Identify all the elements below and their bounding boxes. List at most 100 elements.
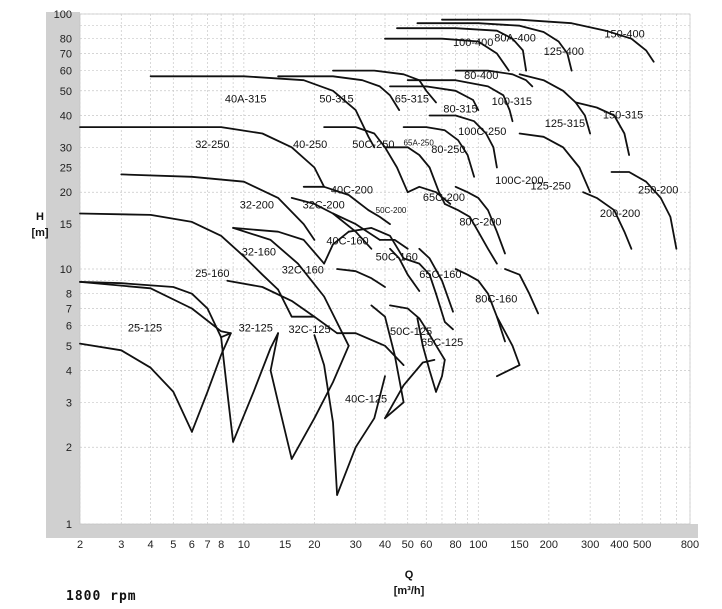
pump-curve-100-400 bbox=[384, 37, 510, 72]
pump-model-label: 65C-200 bbox=[423, 192, 465, 204]
pump-model-label: 125-400 bbox=[544, 46, 584, 58]
pump-curve-segment bbox=[384, 37, 510, 72]
pump-curve-segment bbox=[336, 375, 386, 496]
pump-curve-segment bbox=[454, 69, 534, 88]
pump-model-label: 40A-315 bbox=[225, 93, 267, 105]
pump-curve-65-315 bbox=[332, 69, 437, 104]
y-axis-title: H bbox=[36, 211, 44, 223]
pump-curve-65C-200 bbox=[406, 185, 480, 233]
y-tick-label: 4 bbox=[66, 365, 72, 377]
x-tick-label: 40 bbox=[379, 539, 391, 551]
x-tick-label: 30 bbox=[350, 539, 362, 551]
pump-curve-32-200 bbox=[120, 173, 316, 241]
pump-model-label: 200-200 bbox=[600, 208, 640, 220]
pump-model-label: 100-400 bbox=[453, 37, 493, 49]
pump-curve-40A-315 bbox=[149, 75, 376, 149]
pump-model-label: 80C-160 bbox=[475, 293, 517, 305]
pump-curve-150-400 bbox=[441, 18, 655, 63]
pump-curve-segment bbox=[336, 268, 386, 288]
pump-curve-segment bbox=[367, 209, 391, 225]
x-tick-label: 8 bbox=[218, 539, 224, 551]
pump-curve-40C-160 bbox=[323, 227, 405, 288]
pump-model-label: 65C-160 bbox=[419, 269, 461, 281]
pump-curve-segment bbox=[504, 268, 539, 315]
pump-model-label: 80-250 bbox=[431, 144, 465, 156]
pump-model-label: 40C-160 bbox=[326, 235, 368, 247]
pump-curve-50C-125 bbox=[370, 304, 436, 420]
pump-curve-segment bbox=[269, 332, 293, 460]
pump-curve-segment bbox=[79, 126, 325, 188]
pump-model-label: 50C-250 bbox=[352, 139, 394, 151]
pump-curve-segment bbox=[389, 304, 428, 331]
y-tick-label: 6 bbox=[66, 321, 72, 333]
pump-curve-segment bbox=[425, 328, 446, 361]
pump-curve-segment bbox=[191, 332, 232, 433]
pump-curve-125-315 bbox=[518, 73, 591, 135]
y-tick-label: 7 bbox=[66, 304, 72, 316]
pump-curve-150-315 bbox=[574, 101, 630, 156]
pump-curve-65C-160 bbox=[418, 247, 454, 331]
pump-curve-segment bbox=[418, 247, 454, 313]
pump-curve-segment bbox=[416, 22, 573, 72]
pump-model-label: 150-400 bbox=[604, 28, 644, 40]
y-tick-label: 15 bbox=[60, 219, 72, 231]
pump-model-label: 50C-200 bbox=[376, 206, 407, 215]
pump-curve-50C-160 bbox=[389, 247, 437, 295]
pump-curve-125-250 bbox=[518, 132, 591, 194]
pump-curve-segment bbox=[435, 292, 454, 331]
pump-model-label: 250-200 bbox=[638, 184, 678, 196]
pump-curve-segment bbox=[402, 257, 437, 295]
pump-curve-segment bbox=[79, 212, 279, 291]
pump-curve-200-200 bbox=[582, 191, 633, 250]
pump-curve-segment bbox=[610, 171, 678, 250]
pump-curve-80C-200 bbox=[454, 185, 506, 265]
x-tick-label: 80 bbox=[449, 539, 461, 551]
pump-curve-segment bbox=[290, 344, 350, 460]
pump-curve-80C-160 bbox=[454, 268, 539, 378]
x-tick-label: 20 bbox=[308, 539, 320, 551]
x-tick-label: 15 bbox=[279, 539, 291, 551]
pump-curve-100C-250 bbox=[428, 114, 498, 169]
pump-curve-segment bbox=[302, 185, 370, 212]
pump-model-label: 80-400 bbox=[464, 70, 498, 82]
pump-curve-segment bbox=[389, 247, 421, 292]
pump-model-label: 80A-400 bbox=[494, 33, 536, 45]
y-axis-unit: [m] bbox=[31, 227, 48, 239]
pump-curve-segment bbox=[332, 212, 381, 241]
pump-model-label: 50C-160 bbox=[376, 251, 418, 263]
y-tick-label: 25 bbox=[60, 163, 72, 175]
x-tick-label: 10 bbox=[238, 539, 250, 551]
pump-curve-segment bbox=[582, 191, 633, 250]
pump-curve-segment bbox=[574, 101, 630, 156]
x-axis-title: Q bbox=[405, 569, 414, 581]
x-tick-label: 500 bbox=[633, 539, 651, 551]
x-tick-label: 2 bbox=[77, 539, 83, 551]
pump-curve-250-200 bbox=[610, 171, 678, 250]
pump-curve-segment bbox=[79, 281, 222, 339]
pump-curve-50C-250 bbox=[323, 126, 409, 194]
pump-model-label: 25-125 bbox=[128, 322, 162, 334]
pump-curve-65A-250 bbox=[384, 146, 446, 205]
pump-model-label: 32-160 bbox=[242, 246, 276, 258]
pump-curve-50C-200 bbox=[367, 209, 409, 250]
pump-model-label: 125-315 bbox=[545, 118, 585, 130]
pump-model-label: 40C-200 bbox=[331, 184, 373, 196]
pump-curve-100-315 bbox=[406, 79, 514, 123]
x-tick-label: 300 bbox=[581, 539, 599, 551]
y-tick-label: 80 bbox=[60, 34, 72, 46]
y-axis-bar bbox=[46, 12, 80, 538]
pump-model-label: 100C-200 bbox=[495, 175, 543, 187]
x-tick-label: 800 bbox=[681, 539, 699, 551]
pump-model-label: 32C-125 bbox=[288, 324, 330, 336]
pump-curve-segment bbox=[79, 342, 193, 433]
x-axis-unit: [m³/h] bbox=[394, 585, 425, 597]
pump-curve-32-160 bbox=[79, 212, 279, 291]
pump-model-label: 32-250 bbox=[195, 139, 229, 151]
pump-curve-segment bbox=[454, 185, 506, 255]
y-tick-label: 8 bbox=[66, 289, 72, 301]
y-tick-label: 20 bbox=[60, 187, 72, 199]
pump-curve-segment bbox=[323, 230, 350, 265]
pump-curve-40C-200 bbox=[302, 185, 381, 241]
pump-curve-segment bbox=[370, 304, 405, 420]
